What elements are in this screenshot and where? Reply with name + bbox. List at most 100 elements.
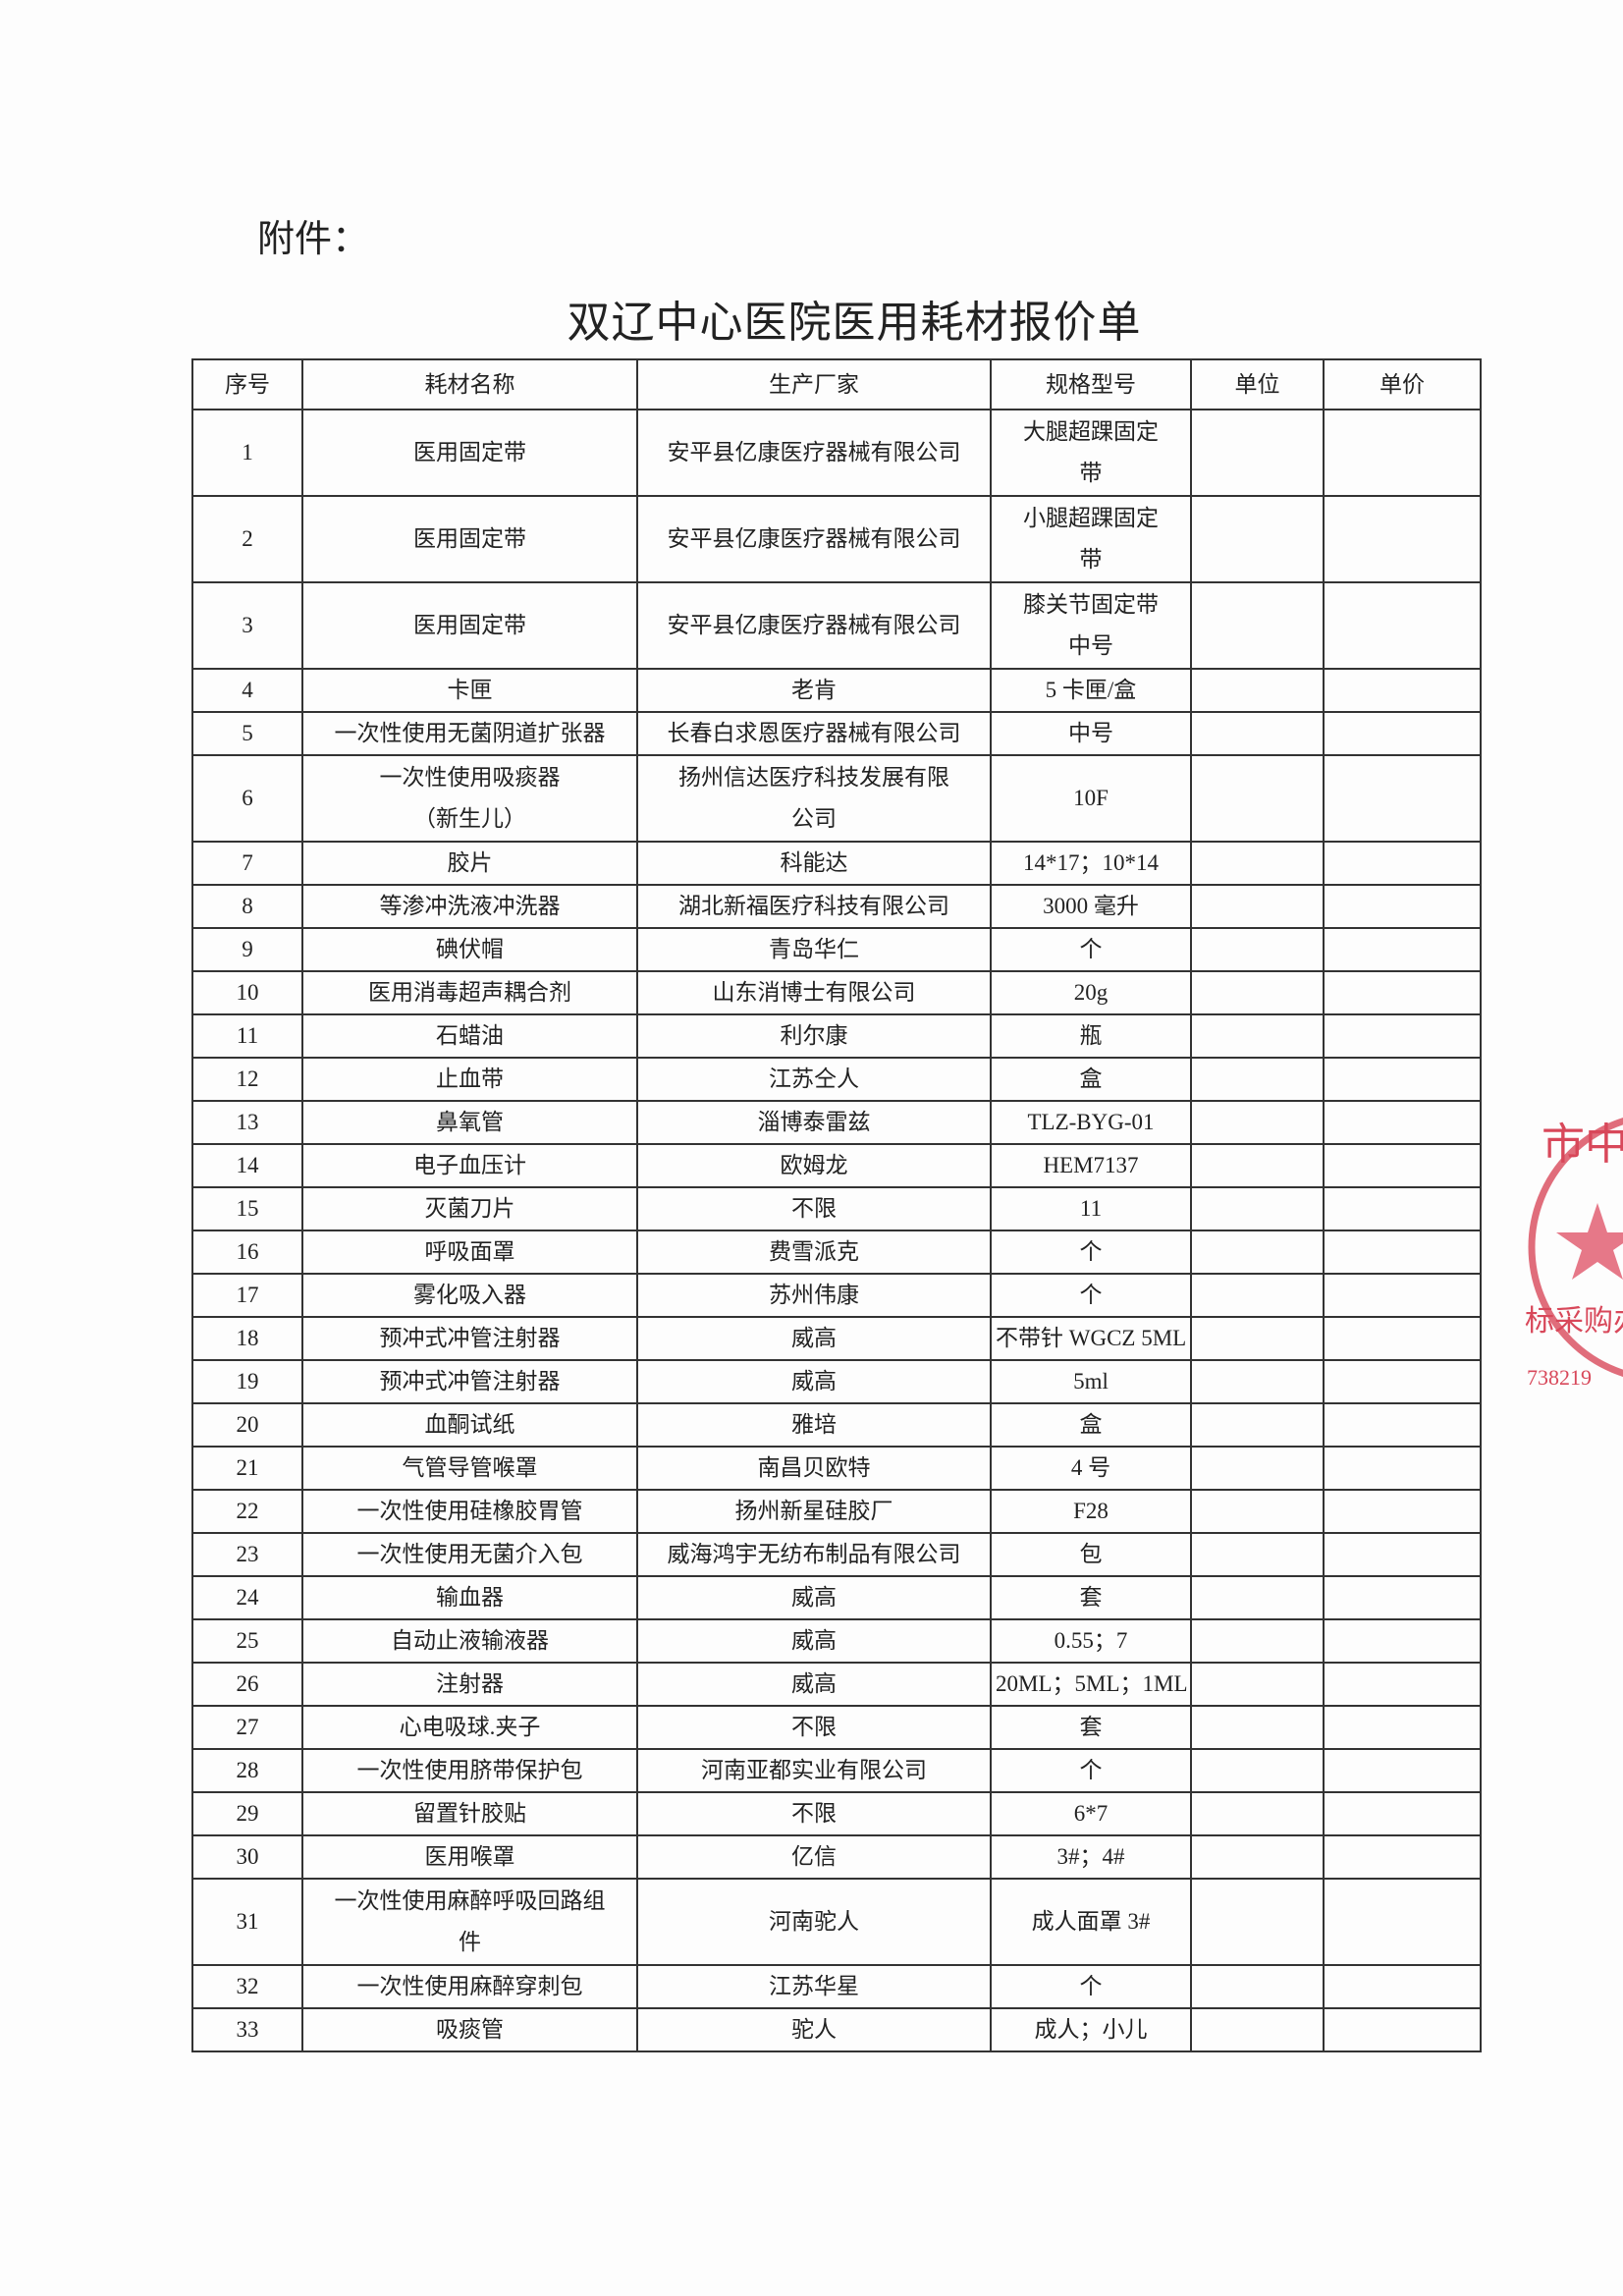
cell-text: 3#；4#	[1056, 1844, 1125, 1869]
table-cell	[1190, 1186, 1325, 1231]
cell-text: 雅培	[791, 1412, 837, 1437]
table-cell: 一次性使用硅橡胶胃管	[301, 1489, 638, 1534]
table-cell	[1190, 1446, 1325, 1491]
table-cell: 3	[191, 581, 303, 670]
cell-text: 不限	[791, 1715, 837, 1739]
table-cell: 不限	[636, 1705, 992, 1750]
cell-text: 石蜡油	[436, 1023, 504, 1048]
table-cell	[1323, 1057, 1482, 1102]
table-cell	[1190, 754, 1325, 843]
table-cell: 灭菌刀片	[301, 1186, 638, 1231]
cell-text: 11	[1079, 1196, 1103, 1221]
cell-text: 套	[1079, 1585, 1103, 1610]
table-cell: 预冲式冲管注射器	[301, 1316, 638, 1361]
table-row: 8 等渗冲洗液冲洗器 湖北新福医疗科技有限公司 3000 毫升	[191, 884, 1482, 929]
table-cell: 30	[191, 1834, 303, 1880]
cell-text: 自动止液输液器	[391, 1628, 549, 1653]
table-cell	[1323, 927, 1482, 972]
cell-text: 带	[1079, 547, 1103, 572]
cell-text: 5 卡匣/盒	[1045, 678, 1137, 702]
table-cell	[1323, 1489, 1482, 1534]
cell-text: 注射器	[436, 1671, 504, 1696]
cell-text: 12	[236, 1066, 259, 1091]
table-cell: 25	[191, 1618, 303, 1664]
cell-text: 威高	[791, 1326, 837, 1350]
cell-text: 鼻氧管	[436, 1110, 504, 1134]
table-cell: 安平县亿康医疗器械有限公司	[636, 409, 992, 497]
table-cell: 安平县亿康医疗器械有限公司	[636, 581, 992, 670]
table-row: 27 心电吸球.夹子 不限 套	[191, 1705, 1482, 1750]
table-cell: 12	[191, 1057, 303, 1102]
cell-text: 套	[1079, 1715, 1103, 1739]
cell-text: 卡匣	[447, 678, 493, 702]
cell-text: 32	[236, 1974, 259, 1998]
table-cell: 27	[191, 1705, 303, 1750]
cell-text: 膝关节固定带	[1023, 592, 1159, 617]
table-cell	[1190, 1878, 1325, 1966]
table-cell	[1323, 1316, 1482, 1361]
cell-text: 等渗冲洗液冲洗器	[379, 894, 561, 918]
table-cell	[1323, 1575, 1482, 1620]
table-cell: 11	[990, 1186, 1192, 1231]
cell-text: 中号	[1068, 721, 1113, 745]
cell-text: 江苏华星	[769, 1974, 859, 1998]
cell-text: 一次性使用麻醉呼吸回路组	[334, 1888, 606, 1913]
cell-text: 驼人	[791, 2017, 837, 2042]
table-cell	[1190, 1575, 1325, 1620]
cell-text: 青岛华仁	[769, 937, 859, 961]
cell-text: 成人面罩 3#	[1031, 1909, 1151, 1934]
stamp-text: 738219	[1527, 1365, 1592, 1390]
table-cell: 利尔康	[636, 1013, 992, 1059]
cell-text: 27	[236, 1715, 259, 1739]
table-cell: 科能达	[636, 841, 992, 886]
cell-text: 费雪派克	[769, 1239, 859, 1264]
table-cell: 一次性使用麻醉呼吸回路组件	[301, 1878, 638, 1966]
cell-text: 亿信	[791, 1844, 837, 1869]
table-cell	[1323, 1359, 1482, 1404]
cell-text: 单价	[1380, 371, 1425, 397]
table-cell	[1190, 495, 1325, 583]
table-cell: 5 卡匣/盒	[990, 668, 1192, 713]
cell-text: 26	[236, 1671, 259, 1696]
table-cell: 老肯	[636, 668, 992, 713]
table-cell	[1190, 1143, 1325, 1188]
table-cell: 雅培	[636, 1402, 992, 1448]
cell-text: 耗材名称	[424, 371, 515, 397]
table-cell: 成人面罩 3#	[990, 1878, 1192, 1966]
cell-text: 生产厂家	[769, 371, 859, 397]
table-cell: 苏州伟康	[636, 1273, 992, 1318]
cell-text: 公司	[791, 806, 837, 831]
cell-text: 安平县亿康医疗器械有限公司	[667, 440, 961, 465]
table-row: 9 碘伏帽 青岛华仁 个	[191, 927, 1482, 972]
cell-text: 25	[236, 1628, 259, 1653]
cell-text: 个	[1079, 1974, 1103, 1998]
table-cell: 23	[191, 1532, 303, 1577]
cell-text: 带	[1079, 461, 1103, 485]
cell-text: 19	[236, 1369, 259, 1394]
cell-text: 成人；小儿	[1034, 2017, 1148, 2042]
cell-text: 医用喉罩	[424, 1844, 515, 1869]
table-cell: 1	[191, 409, 303, 497]
cell-text: 8	[242, 894, 253, 918]
table-cell: 19	[191, 1359, 303, 1404]
table-cell: 5ml	[990, 1359, 1192, 1404]
cell-text: 件	[459, 1930, 481, 1954]
cell-text: 20g	[1073, 980, 1109, 1005]
table-cell: 注射器	[301, 1662, 638, 1707]
cell-text: 30	[236, 1844, 259, 1869]
table-cell: 3000 毫升	[990, 884, 1192, 929]
table-cell: 盒	[990, 1402, 1192, 1448]
table-cell: 等渗冲洗液冲洗器	[301, 884, 638, 929]
cell-text: 不限	[791, 1801, 837, 1826]
cell-text: HEM7137	[1043, 1153, 1139, 1177]
table-cell: 山东消博士有限公司	[636, 970, 992, 1015]
table-row: 23 一次性使用无菌介入包 威海鸿宇无纺布制品有限公司 包	[191, 1532, 1482, 1577]
table-row: 30 医用喉罩 亿信 3#；4#	[191, 1834, 1482, 1880]
table-cell: 湖北新福医疗科技有限公司	[636, 884, 992, 929]
table-row: 26 注射器 威高 20ML；5ML；1ML	[191, 1662, 1482, 1707]
quote-table: 序号 耗材名称 生产厂家 规格型号 单位 单价 1 医用固定带 安平县亿康医疗器械有限公司 大腿超…	[191, 358, 1482, 2052]
cell-text: 山东消博士有限公司	[712, 980, 916, 1005]
cell-text: 胶片	[447, 850, 493, 875]
table-cell	[1190, 1705, 1325, 1750]
cell-text: 22	[236, 1499, 259, 1523]
